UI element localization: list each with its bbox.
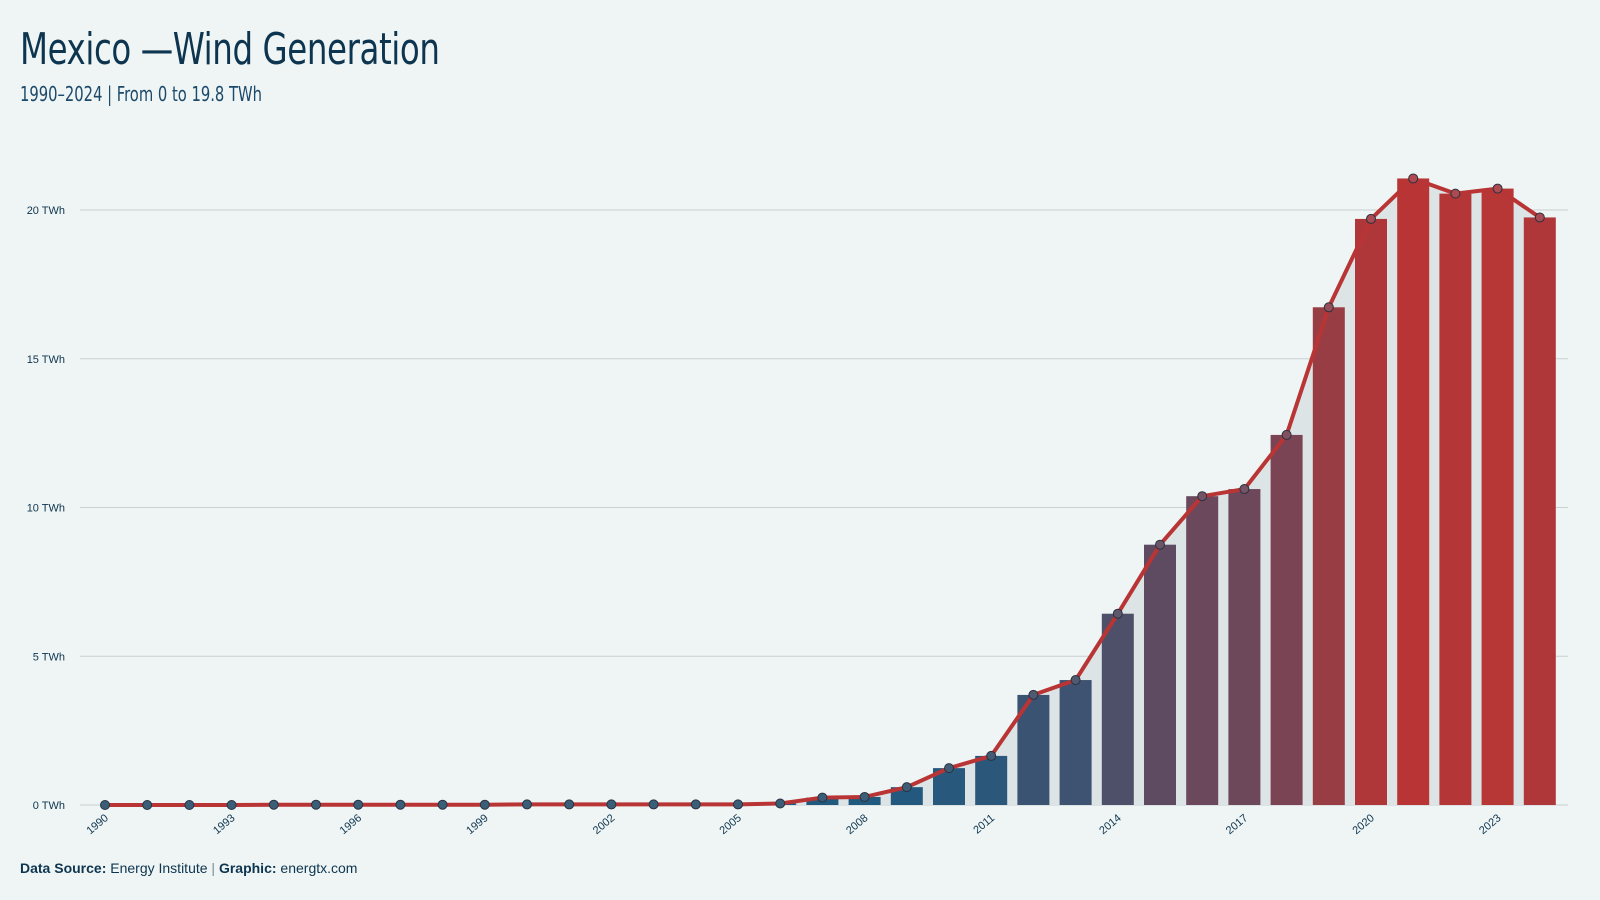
data-point: [1281, 429, 1292, 440]
data-point: [1450, 188, 1461, 199]
data-point: [564, 799, 575, 810]
y-tick-label: 0 TWh: [33, 800, 65, 812]
x-tick-label: 1999: [464, 812, 490, 837]
data-point: [353, 799, 364, 810]
x-tick-label: 2014: [1097, 812, 1123, 837]
footer-separator: |: [211, 860, 216, 876]
chart-title: Mexico —Wind Generation: [20, 24, 440, 75]
data-point: [1492, 183, 1503, 194]
bar: [1228, 489, 1261, 805]
data-point: [311, 799, 321, 810]
bar: [1439, 193, 1472, 805]
data-point: [1323, 302, 1334, 313]
chart-subtitle: 1990–2024 | From 0 to 19.8 TWh: [20, 82, 262, 106]
data-point: [142, 800, 153, 810]
x-tick-label: 2002: [591, 812, 617, 837]
area-under-line: [105, 178, 1540, 806]
data-point: [1366, 213, 1376, 224]
x-tick-label: 2023: [1477, 812, 1503, 837]
data-point: [1408, 173, 1419, 184]
data-point: [648, 799, 659, 810]
x-tick-label: 1996: [338, 812, 364, 837]
data-point: [859, 791, 870, 802]
data-point: [1028, 689, 1039, 700]
data-point: [986, 750, 997, 761]
data-point: [268, 799, 279, 810]
bar: [890, 787, 923, 805]
x-tick-label: 2011: [971, 812, 997, 836]
y-tick-label: 5 TWh: [33, 651, 65, 663]
data-point: [606, 799, 617, 810]
y-tick-label: 20 TWh: [27, 205, 65, 217]
data-point: [437, 799, 448, 810]
x-tick-label: 2017: [1224, 812, 1250, 837]
bar: [1059, 680, 1092, 805]
x-tick-label: 2020: [1350, 812, 1376, 837]
data-point: [733, 799, 743, 810]
bar: [975, 755, 1008, 805]
x-tick-label: 2008: [844, 812, 870, 837]
data-point: [522, 799, 532, 810]
bar: [1481, 188, 1514, 805]
chart-header: Mexico —Wind Generation 1990–2024 | From…: [20, 22, 532, 106]
data-point: [817, 792, 828, 803]
y-tick-label: 15 TWh: [27, 354, 65, 366]
data-point: [1070, 675, 1081, 686]
data-point: [184, 800, 195, 810]
data-point: [1112, 608, 1123, 619]
points: [100, 173, 1545, 810]
data-point: [226, 800, 237, 810]
bar: [1270, 434, 1303, 805]
data-point: [1197, 491, 1208, 502]
source-label: Data Source:: [20, 860, 107, 876]
bar: [1144, 544, 1176, 805]
area-fill: [105, 178, 1540, 806]
data-point: [1155, 539, 1165, 550]
bars: [257, 178, 1556, 806]
graphic-value: energtx.com: [280, 860, 358, 876]
data-point: [100, 800, 110, 810]
bar: [1186, 496, 1219, 805]
bar: [1312, 307, 1345, 805]
data-point: [690, 799, 701, 810]
y-tick-label: 10 TWh: [27, 503, 65, 515]
bar: [1355, 218, 1387, 806]
data-point: [944, 763, 954, 774]
bar: [1101, 613, 1134, 805]
data-point: [1534, 212, 1545, 223]
x-tick-label: 1993: [211, 812, 237, 837]
bar: [1397, 178, 1430, 806]
source-value: Energy Institute: [110, 860, 208, 876]
graphic-label: Graphic:: [218, 860, 277, 876]
data-point: [1239, 484, 1250, 495]
bar: [1523, 217, 1556, 805]
x-tick-label: 1990: [84, 812, 110, 837]
x-tick-label: 2005: [717, 812, 743, 837]
data-point: [775, 798, 786, 809]
footer-credits: Data Source: Energy Institute | Graphic:…: [20, 860, 357, 876]
data-point: [901, 782, 912, 793]
data-point: [395, 799, 406, 810]
data-point: [479, 799, 490, 810]
